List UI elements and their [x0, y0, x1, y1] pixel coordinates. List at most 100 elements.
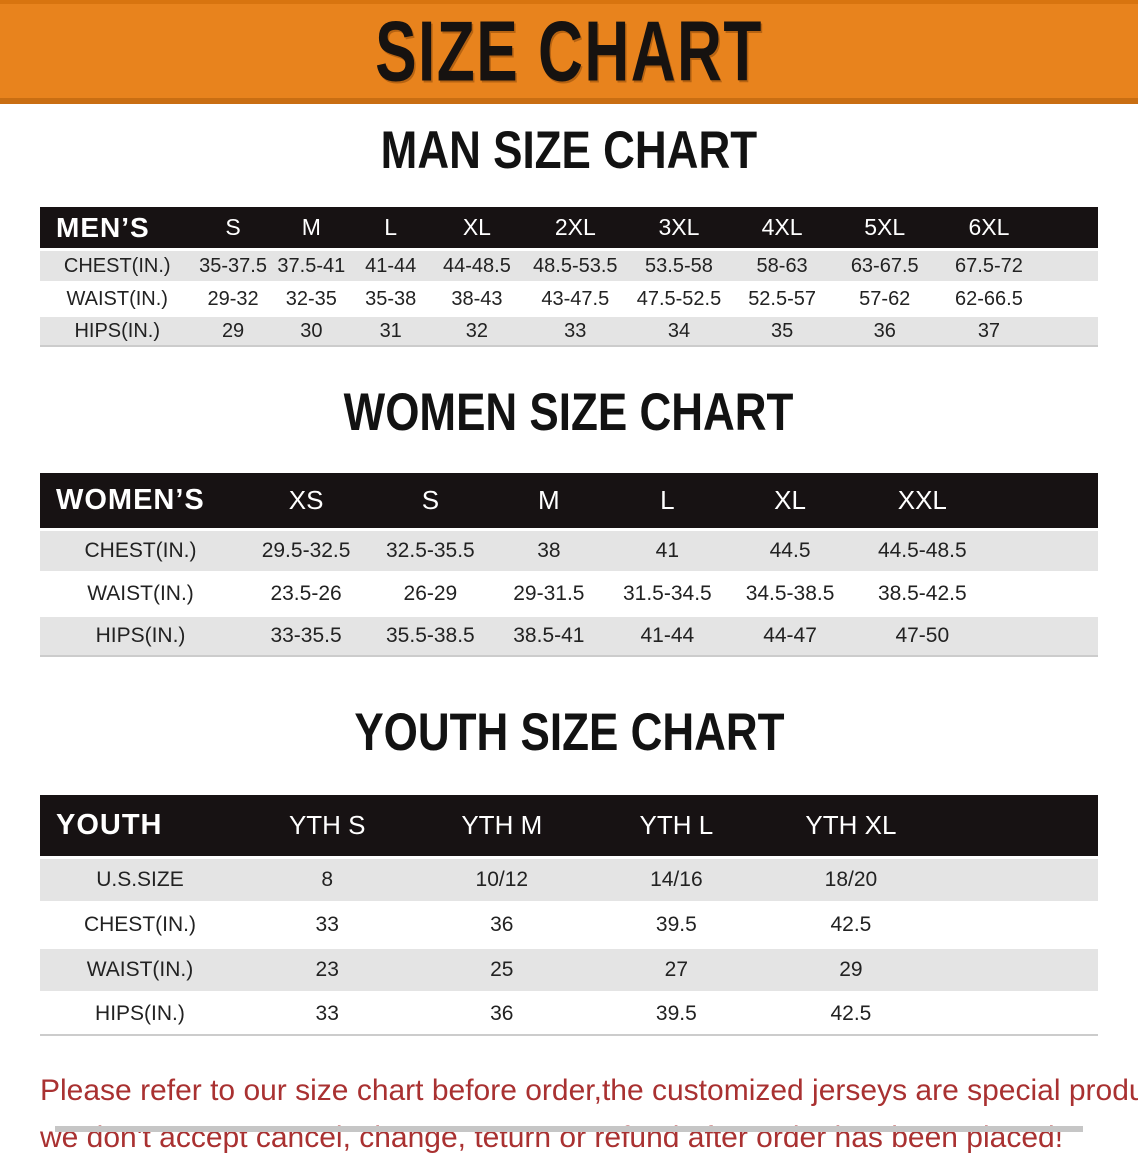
youth-size-chart-section: YOUTH SIZE CHART YOUTH YTH S YTH M YTH L YTH… [0, 702, 1138, 1039]
size-value: 41-44 [351, 251, 431, 281]
size-value: 36 [414, 904, 590, 946]
size-value: 43-47.5 [523, 284, 628, 314]
table-row: U.S.SIZE 8 10/12 14/16 18/20 [40, 859, 1098, 901]
table-row: WAIST(IN.) 23 25 27 29 [40, 949, 1098, 991]
table-row: HIPS(IN.) 29 30 31 32 33 34 35 36 37 [40, 317, 1098, 347]
row-pad-cell [938, 949, 1098, 991]
size-value: 63-67.5 [833, 251, 937, 281]
size-value: 38.5-42.5 [853, 574, 992, 614]
row-label: U.S.SIZE [40, 859, 240, 901]
women-size-chart-section: WOMEN SIZE CHART WOMEN’S XS S M L XL XXL CHEST(… [0, 382, 1138, 660]
size-value: 33 [239, 994, 415, 1036]
size-column-header: YTH L [589, 795, 764, 856]
row-label: CHEST(IN.) [40, 904, 240, 946]
size-value: 10/12 [414, 859, 590, 901]
size-column-header: 5XL [833, 207, 937, 248]
size-value: 23.5-26 [241, 574, 372, 614]
size-value: 67.5-72 [936, 251, 1042, 281]
size-value: 36 [414, 994, 590, 1036]
size-value: 18/20 [763, 859, 939, 901]
size-column-header: YTH S [239, 795, 415, 856]
size-column-header: S [194, 207, 272, 248]
size-value: 29 [194, 317, 272, 347]
size-value: 34 [627, 317, 731, 347]
size-value: 25 [414, 949, 590, 991]
size-value: 44.5-48.5 [853, 531, 992, 571]
size-value: 42.5 [763, 904, 939, 946]
disclaimer-line-1: Please refer to our size chart before or… [40, 1074, 1138, 1107]
size-value: 32.5-35.5 [371, 531, 490, 571]
man-section-heading: MAN SIZE CHART [0, 120, 1138, 186]
women-section-heading-text: WOMEN SIZE CHART [344, 382, 794, 442]
size-value: 36 [833, 317, 937, 347]
size-value: 31 [351, 317, 431, 347]
size-column-header: XS [241, 473, 372, 528]
size-value: 29 [763, 949, 939, 991]
size-value: 35-37.5 [194, 251, 272, 281]
table-row: CHEST(IN.) 35-37.5 37.5-41 41-44 44-48.5 48.5… [40, 251, 1098, 281]
row-pad-cell [938, 904, 1098, 946]
size-value: 42.5 [763, 994, 939, 1036]
size-value: 44.5 [726, 531, 854, 571]
size-value: 29.5-32.5 [241, 531, 372, 571]
size-value: 35 [730, 317, 834, 347]
size-value: 48.5-53.5 [523, 251, 628, 281]
man-size-chart-section: MAN SIZE CHART MEN’S S M L XL 2XL 3XL 4XL 5XL 6XL… [0, 120, 1138, 350]
size-value: 44-48.5 [430, 251, 524, 281]
row-pad-cell [991, 617, 1098, 657]
size-column-header: XL [430, 207, 524, 248]
size-value: 39.5 [589, 904, 764, 946]
size-value: 53.5-58 [627, 251, 731, 281]
size-value: 44-47 [726, 617, 854, 657]
size-value: 29-32 [194, 284, 272, 314]
header-row: YOUTH YTH S YTH M YTH L YTH XL [40, 795, 1098, 856]
row-pad-cell [1041, 251, 1098, 281]
size-value: 57-62 [833, 284, 937, 314]
table-row: CHEST(IN.) 29.5-32.5 32.5-35.5 38 41 44.5 44.5… [40, 531, 1098, 571]
size-column-header: S [371, 473, 490, 528]
row-pad-cell [1041, 317, 1098, 347]
size-value: 29-31.5 [489, 574, 609, 614]
size-value: 47.5-52.5 [627, 284, 731, 314]
disclaimer-line-2: we don't accept cancel, change, teturn o… [40, 1121, 1064, 1154]
table-row: CHEST(IN.) 33 36 39.5 42.5 [40, 904, 1098, 946]
man-section-heading-text: MAN SIZE CHART [380, 120, 758, 180]
row-label: CHEST(IN.) [40, 251, 195, 281]
size-column-header: YTH M [414, 795, 590, 856]
group-label: WOMEN’S [40, 473, 242, 528]
row-label: CHEST(IN.) [40, 531, 242, 571]
size-column-header: 3XL [627, 207, 731, 248]
header-pad-cell [991, 473, 1098, 528]
header-pad-cell [938, 795, 1098, 856]
size-value: 33 [523, 317, 628, 347]
page-title: SIZE CHART [375, 3, 763, 99]
size-value: 41 [608, 531, 727, 571]
size-value: 33 [239, 904, 415, 946]
row-label: WAIST(IN.) [40, 284, 195, 314]
size-value: 38 [489, 531, 609, 571]
size-column-header: 6XL [936, 207, 1042, 248]
women-size-table: WOMEN’S XS S M L XL XXL CHEST(IN.) 29.5-32.5 32.5… [40, 470, 1098, 660]
size-column-header: M [489, 473, 609, 528]
row-pad-cell [991, 574, 1098, 614]
row-label: HIPS(IN.) [40, 317, 195, 347]
size-value: 58-63 [730, 251, 834, 281]
size-value: 35-38 [351, 284, 431, 314]
youth-section-heading-text: YOUTH SIZE CHART [353, 702, 785, 762]
size-value: 52.5-57 [730, 284, 834, 314]
size-column-header: XL [726, 473, 854, 528]
size-value: 47-50 [853, 617, 992, 657]
header-row: WOMEN’S XS S M L XL XXL [40, 473, 1098, 528]
size-value: 8 [239, 859, 415, 901]
table-row: WAIST(IN.) 23.5-26 26-29 29-31.5 31.5-34.5 34… [40, 574, 1098, 614]
size-value: 38-43 [430, 284, 524, 314]
size-chart-banner: SIZE CHART [0, 0, 1138, 104]
size-value: 32 [430, 317, 524, 347]
size-value: 23 [239, 949, 415, 991]
row-pad-cell [938, 859, 1098, 901]
row-label: WAIST(IN.) [40, 574, 242, 614]
row-pad-cell [1041, 284, 1098, 314]
man-size-table: MEN’S S M L XL 2XL 3XL 4XL 5XL 6XL CHEST(IN.) 35-37… [40, 204, 1098, 350]
row-label: HIPS(IN.) [40, 994, 240, 1036]
row-pad-cell [991, 531, 1098, 571]
